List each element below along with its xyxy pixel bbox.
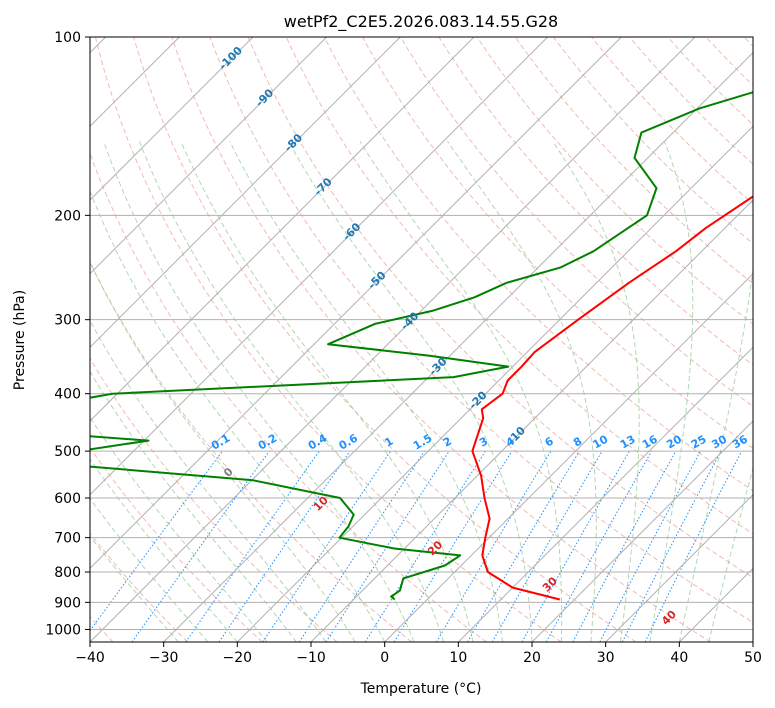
mixing-ratio-line — [131, 450, 270, 642]
x-tick-label: −30 — [149, 650, 179, 666]
mixing-ratio-line — [545, 450, 653, 642]
x-tick-label: 20 — [523, 650, 541, 666]
mixing-ratio-line — [621, 450, 722, 642]
x-tick-label: 0 — [380, 650, 389, 666]
x-axis-ticks: −40 −30 −20 −10 0 10 20 30 40 50 — [75, 642, 762, 666]
mixing-ratio-line — [572, 450, 677, 642]
isotherm-line — [90, 37, 475, 422]
isotherm-line — [90, 37, 328, 275]
dry-adiabat-line — [90, 357, 338, 642]
dry-adiabat-line — [514, 37, 753, 285]
isobar-lines — [90, 37, 753, 630]
temperature-trace — [471, 195, 753, 601]
isotherm-line — [457, 346, 753, 642]
dewpoint-trace — [90, 91, 753, 601]
x-tick-label: 50 — [744, 650, 762, 666]
x-tick-label: −40 — [75, 650, 105, 666]
x-tick-label: −10 — [296, 650, 326, 666]
dry-adiabat-line — [90, 152, 487, 642]
mixing-ratio-line — [185, 450, 320, 642]
isotherm-line — [163, 51, 753, 642]
x-tick-label: −20 — [223, 650, 253, 666]
y-axis-ticks: 100 200 300 400 500 600 700 800 900 1000 — [45, 30, 90, 638]
isotherm-line — [90, 37, 549, 496]
y-tick-label: 1000 — [45, 622, 81, 638]
dry-adiabat-line — [171, 37, 711, 642]
dry-adiabat-line — [209, 37, 753, 623]
y-tick-label: 500 — [54, 444, 81, 460]
dry-adiabat-line — [400, 37, 753, 407]
mixing-ratio-line — [435, 450, 552, 642]
data-series — [90, 91, 753, 601]
isotherm-line — [236, 125, 753, 642]
mixing-ratio-line — [644, 450, 743, 642]
mixing-ratio-line — [599, 450, 701, 642]
y-tick-label: 800 — [54, 565, 81, 581]
y-tick-label: 400 — [54, 387, 81, 403]
mixing-ratio-line — [393, 450, 513, 642]
y-tick-label: 200 — [54, 208, 81, 224]
y-tick-label: 100 — [54, 30, 81, 46]
dry-adiabat-line — [247, 37, 753, 579]
plot-frame — [89, 36, 754, 643]
isotherm-line — [90, 37, 696, 642]
dry-adiabat-line — [95, 37, 562, 642]
mixing-ratio-line — [90, 450, 223, 632]
isotherm-line — [605, 493, 753, 642]
y-tick-label: 900 — [54, 595, 81, 611]
dry-adiabat-line — [438, 37, 753, 366]
plot-area: -100-90-80-70-60-50-40-30-20-100.1 0.2 0.4… — [90, 37, 753, 642]
mixing-ratio-line — [298, 450, 425, 642]
mixing-ratio-line — [262, 450, 392, 642]
x-tick-label: 10 — [449, 650, 467, 666]
mixing-ratio-line — [325, 450, 450, 642]
y-axis-label: Pressure (hPa) — [12, 290, 28, 390]
isotherm-line — [90, 37, 401, 349]
y-tick-label: 600 — [54, 491, 81, 507]
isotherm-line — [531, 420, 753, 642]
mixing-ratio-line — [521, 450, 630, 642]
mixing-ratio-lines — [90, 450, 743, 642]
dry-adiabat-line — [323, 37, 753, 492]
isotherm-line — [90, 37, 622, 570]
x-tick-label: 40 — [670, 650, 688, 666]
y-tick-label: 300 — [54, 313, 81, 329]
x-axis-label: Temperature (°C) — [360, 681, 482, 697]
dry-adiabat-line — [90, 446, 263, 642]
isotherm-line — [90, 37, 254, 201]
x-tick-label: 30 — [597, 650, 615, 666]
mixing-ratio-line — [364, 450, 486, 642]
y-tick-label: 700 — [54, 531, 81, 547]
chart-title: wetPf2_C2E5.2026.083.14.55.G28 — [284, 12, 558, 32]
dry-adiabat-line — [90, 532, 189, 642]
isotherm-line — [310, 199, 753, 642]
